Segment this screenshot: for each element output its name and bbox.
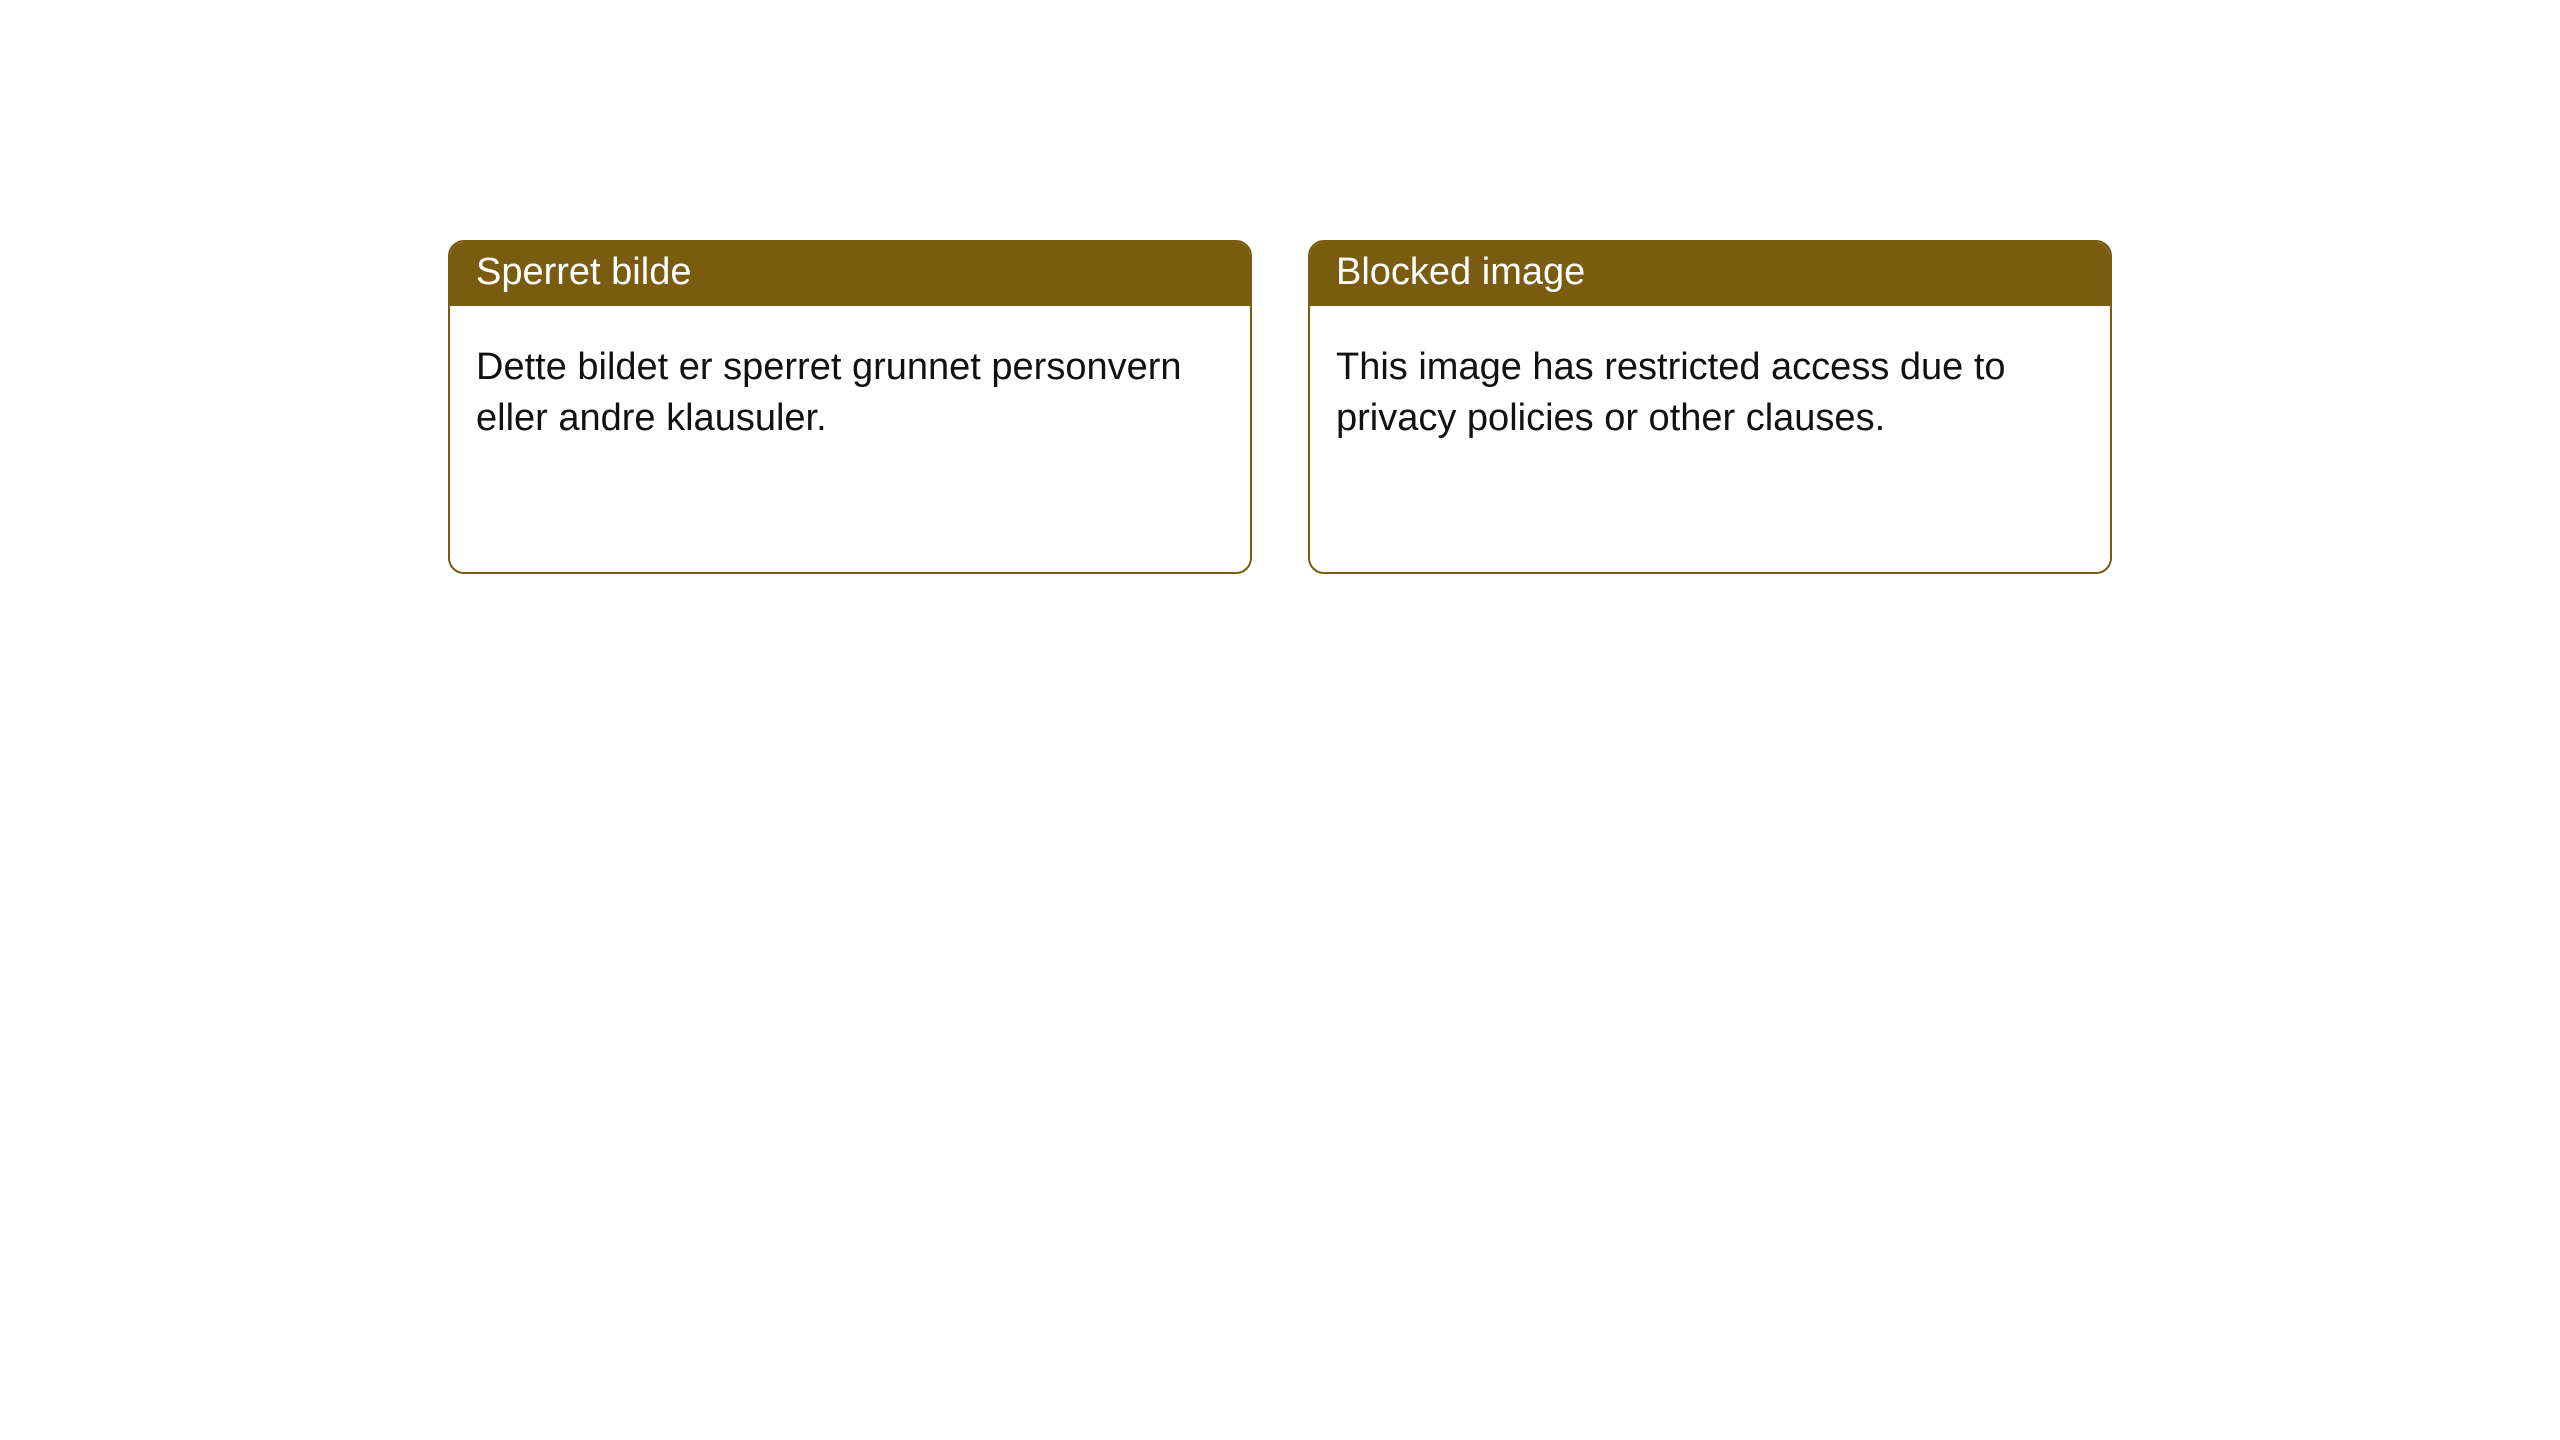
notice-card-message: This image has restricted access due to … bbox=[1310, 306, 2110, 465]
notice-card-english: Blocked image This image has restricted … bbox=[1308, 240, 2112, 574]
notice-container: Sperret bilde Dette bildet er sperret gr… bbox=[0, 0, 2560, 574]
notice-card-title: Sperret bilde bbox=[450, 242, 1250, 306]
notice-card-message: Dette bildet er sperret grunnet personve… bbox=[450, 306, 1250, 465]
notice-card-title: Blocked image bbox=[1310, 242, 2110, 306]
notice-card-norwegian: Sperret bilde Dette bildet er sperret gr… bbox=[448, 240, 1252, 574]
